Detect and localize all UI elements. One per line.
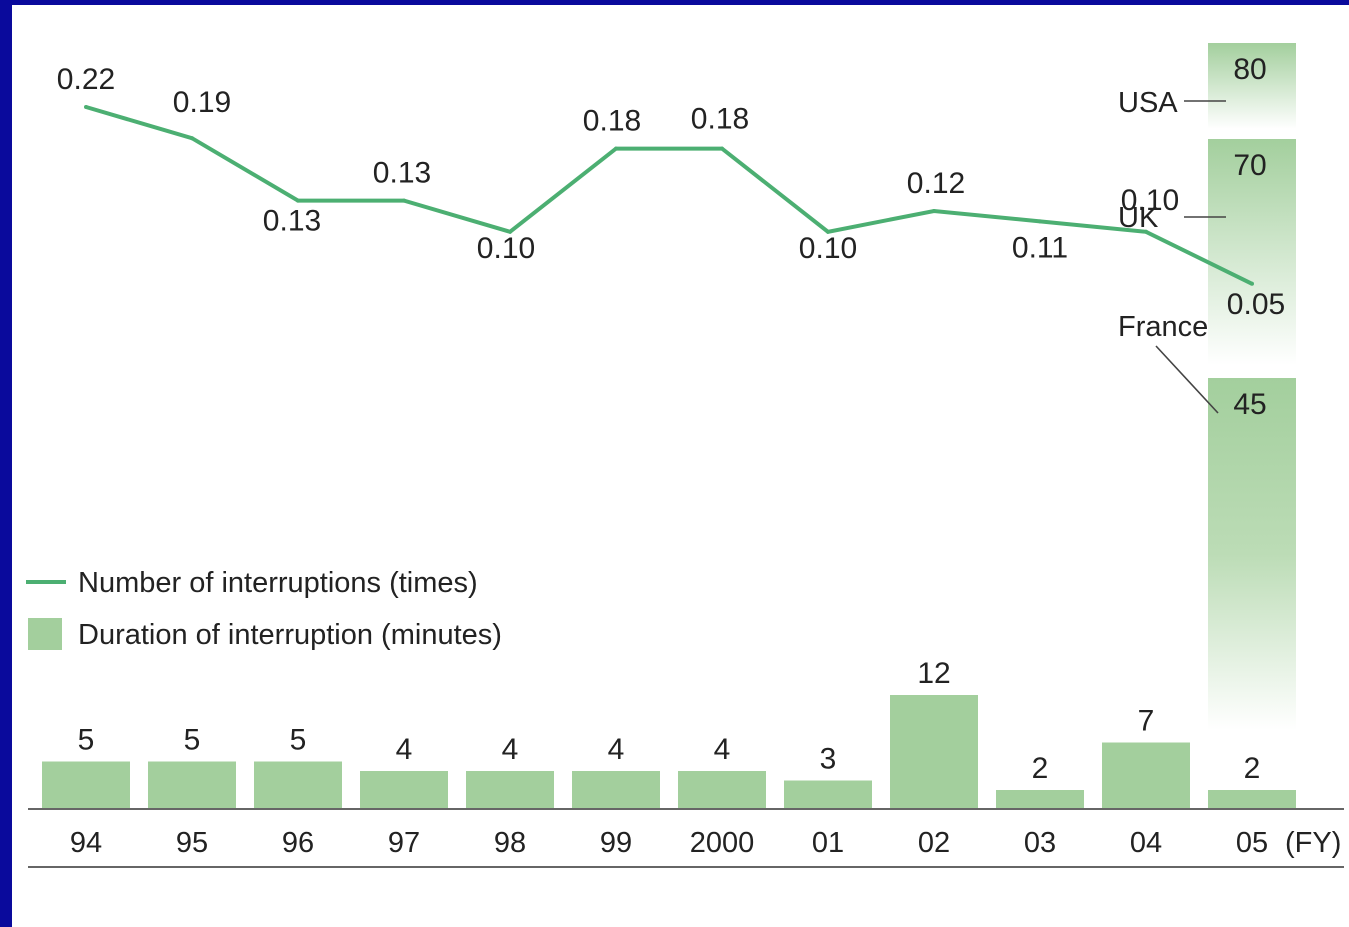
country-value-uk: 70: [1233, 149, 1266, 182]
duration-bar-label: 4: [396, 733, 413, 766]
duration-bar-label: 4: [502, 733, 519, 766]
duration-bar: [1102, 742, 1190, 809]
interruptions-point: [932, 209, 936, 213]
duration-bar: [1208, 790, 1296, 809]
country-bar-france: [1208, 378, 1296, 730]
country-bar-usa: [1208, 43, 1296, 129]
x-tick-label: 01: [812, 827, 844, 859]
duration-bar: [572, 771, 660, 809]
interruptions-line: 0.22 0.19 0.13 0.13 0.10 0.18 0.18 0.10 0.12 0.11…: [57, 63, 1285, 321]
x-tick-label: 97: [388, 827, 420, 859]
interruptions-point-label: 0.13: [263, 205, 321, 238]
duration-bar: [42, 761, 130, 809]
country-comparison: 80 70 45 USA UK France: [1118, 43, 1296, 730]
duration-bar-label: 2: [1032, 752, 1049, 785]
interruptions-point-label: 0.10: [799, 232, 857, 265]
x-tick-label: 98: [494, 827, 526, 859]
duration-bar-label: 3: [820, 743, 837, 776]
interruptions-point: [614, 146, 618, 151]
duration-bar-label: 4: [608, 733, 625, 766]
interruptions-point-label: 0.10: [1121, 184, 1179, 217]
x-axis-ticks: 94 95 96 97 98 99 2000 01 02 03 04 05: [70, 827, 1268, 859]
x-tick-label: 96: [282, 827, 314, 859]
duration-bar: [996, 790, 1084, 809]
interruptions-point-label: 0.18: [583, 105, 641, 138]
x-tick-label: 94: [70, 827, 102, 859]
interruptions-point-label: 0.11: [1012, 231, 1068, 264]
x-tick-label: 99: [600, 827, 632, 859]
chart-frame: 80 70 45 USA UK France 5 5 5 4 4 4 4 3 12 2 7 2 94 9…: [12, 5, 1349, 927]
duration-bar-label: 5: [290, 724, 307, 757]
duration-bar: [148, 761, 236, 809]
interruptions-point: [826, 229, 830, 234]
duration-bar-label: 4: [714, 733, 731, 766]
interruptions-point-label: 0.22: [57, 63, 115, 96]
interruptions-point: [1038, 219, 1042, 224]
interruptions-point-label: 0.12: [907, 167, 965, 200]
legend-bar-label: Duration of interruption (minutes): [78, 619, 502, 651]
duration-bar: [360, 771, 448, 809]
duration-bar-label: 7: [1138, 705, 1155, 738]
x-axis-unit: (FY): [1285, 827, 1341, 859]
duration-bar-label: 5: [184, 724, 201, 757]
country-value-usa: 80: [1233, 53, 1266, 86]
country-value-france: 45: [1233, 388, 1266, 421]
x-tick-label: 2000: [690, 827, 755, 859]
x-tick-label: 04: [1130, 827, 1162, 859]
interruptions-point-label: 0.18: [691, 103, 749, 136]
interruptions-point: [720, 146, 724, 151]
legend-line-label: Number of interruptions (times): [78, 567, 478, 599]
duration-bar: [678, 771, 766, 809]
interruptions-point: [296, 198, 300, 203]
interruptions-point: [508, 229, 512, 234]
duration-bar: [466, 771, 554, 809]
x-tick-label: 02: [918, 827, 950, 859]
interruptions-point: [402, 198, 406, 203]
legend: Number of interruptions (times) Duration…: [26, 567, 502, 651]
interruptions-point-label: 0.10: [477, 232, 535, 265]
interruptions-point-label: 0.13: [373, 157, 431, 190]
legend-bar-swatch: [28, 618, 62, 650]
country-bar-uk: [1208, 139, 1296, 365]
interruptions-point-label: 0.19: [173, 86, 231, 119]
interruptions-point: [1144, 229, 1148, 234]
interruptions-point-label: 0.05: [1227, 288, 1285, 321]
interruptions-point: [84, 105, 88, 109]
duration-bar: [784, 780, 872, 809]
duration-bar-label: 2: [1244, 752, 1261, 785]
x-tick-label: 95: [176, 827, 208, 859]
duration-bar-label: 5: [78, 724, 95, 757]
x-tick-label: 05: [1236, 827, 1268, 859]
duration-bar: [254, 761, 342, 809]
duration-bar: [890, 695, 978, 809]
country-leader-france: [1155, 345, 1219, 414]
duration-bar-label: 12: [917, 657, 950, 690]
interruptions-point: [1250, 281, 1254, 286]
interruptions-line-path: [85, 105, 1253, 286]
x-tick-label: 03: [1024, 827, 1056, 859]
duration-bars: 5 5 5 4 4 4 4 3 12 2 7 2: [42, 657, 1296, 809]
interruptions-point: [190, 136, 194, 141]
country-label-france: France: [1118, 311, 1208, 343]
country-label-usa: USA: [1118, 87, 1178, 119]
